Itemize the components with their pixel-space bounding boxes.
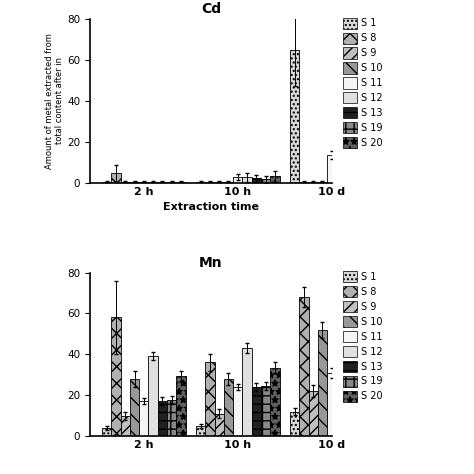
Bar xyxy=(158,401,167,436)
Bar xyxy=(365,167,374,182)
Bar xyxy=(355,153,365,182)
Bar xyxy=(261,386,270,436)
Bar xyxy=(252,387,261,436)
Bar xyxy=(148,356,158,436)
Bar xyxy=(130,379,139,436)
Bar xyxy=(205,363,215,436)
Bar xyxy=(215,414,224,436)
Bar xyxy=(139,401,148,436)
Bar xyxy=(261,180,270,182)
Y-axis label: Amount of metal extracted from
total content after in: Amount of metal extracted from total con… xyxy=(45,33,64,169)
Bar xyxy=(337,119,346,182)
Bar xyxy=(337,315,346,436)
Bar xyxy=(111,173,120,182)
Bar xyxy=(355,375,365,436)
Bar xyxy=(309,391,318,436)
Bar xyxy=(365,365,374,436)
Title: Cd: Cd xyxy=(201,2,221,17)
X-axis label: Extraction time: Extraction time xyxy=(163,202,259,212)
Bar xyxy=(176,376,186,436)
Bar xyxy=(327,373,337,436)
Bar xyxy=(290,411,299,436)
Bar xyxy=(102,428,111,436)
Bar xyxy=(224,379,233,436)
Title: Mn: Mn xyxy=(199,256,223,270)
Bar xyxy=(243,177,252,182)
Legend: S 1, S 8, S 9, S 10, S 11, S 12, S 13, S 19, S 20: S 1, S 8, S 9, S 10, S 11, S 12, S 13, S… xyxy=(341,16,384,150)
Legend: S 1, S 8, S 9, S 10, S 11, S 12, S 13, S 19, S 20: S 1, S 8, S 9, S 10, S 11, S 12, S 13, S… xyxy=(341,269,384,404)
Bar xyxy=(270,367,280,436)
Bar xyxy=(196,426,205,436)
Bar xyxy=(299,297,309,436)
Bar xyxy=(346,373,355,436)
Bar xyxy=(233,177,243,182)
Bar xyxy=(318,330,327,436)
Bar xyxy=(290,50,299,182)
Bar xyxy=(167,401,176,436)
Bar xyxy=(120,416,130,436)
Bar xyxy=(327,155,337,182)
Bar xyxy=(252,178,261,182)
Bar xyxy=(233,387,243,436)
Bar xyxy=(270,176,280,182)
Bar xyxy=(111,318,120,436)
Bar xyxy=(243,348,252,436)
